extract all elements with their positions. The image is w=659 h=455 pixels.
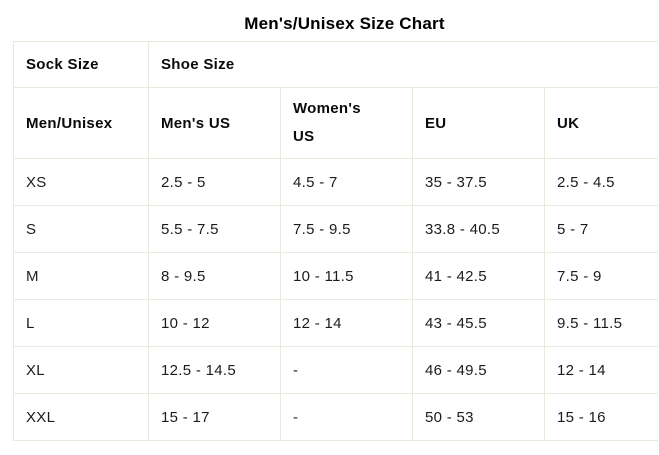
table-row-xl: XL 12.5 - 14.5 - 46 - 49.5 12 - 14 xyxy=(13,346,658,394)
cell-eu: 35 - 37.5 xyxy=(412,158,545,206)
cell-mens-us: 5.5 - 7.5 xyxy=(148,205,281,253)
cell-womens-us: 7.5 - 9.5 xyxy=(280,205,413,253)
cell-eu: 33.8 - 40.5 xyxy=(412,205,545,253)
table-row-s: S 5.5 - 7.5 7.5 - 9.5 33.8 - 40.5 5 - 7 xyxy=(13,205,658,253)
cell-womens-us: 10 - 11.5 xyxy=(280,252,413,300)
table-row-m: M 8 - 9.5 10 - 11.5 41 - 42.5 7.5 - 9 xyxy=(13,252,658,300)
cell-eu: 43 - 45.5 xyxy=(412,299,545,347)
cell-size-label: M xyxy=(13,252,149,300)
column-header-womens-us: Women's US xyxy=(280,87,413,159)
size-chart-table: Sock Size Shoe Size Men/Unisex Men's US … xyxy=(13,41,658,441)
cell-eu: 41 - 42.5 xyxy=(412,252,545,300)
cell-size-label: XXL xyxy=(13,393,149,441)
cell-mens-us: 8 - 9.5 xyxy=(148,252,281,300)
cell-mens-us: 15 - 17 xyxy=(148,393,281,441)
table-row-xxl: XXL 15 - 17 - 50 - 53 15 - 16 xyxy=(13,393,658,441)
cell-uk: 12 - 14 xyxy=(544,346,658,394)
cell-uk: 7.5 - 9 xyxy=(544,252,658,300)
cell-mens-us: 2.5 - 5 xyxy=(148,158,281,206)
cell-size-label: L xyxy=(13,299,149,347)
cell-uk: 15 - 16 xyxy=(544,393,658,441)
cell-mens-us: 10 - 12 xyxy=(148,299,281,347)
group-header-row: Sock Size Shoe Size xyxy=(13,41,658,88)
column-header-eu: EU xyxy=(412,87,545,159)
table-row-l: L 10 - 12 12 - 14 43 - 45.5 9.5 - 11.5 xyxy=(13,299,658,347)
cell-uk: 2.5 - 4.5 xyxy=(544,158,658,206)
column-header-row: Men/Unisex Men's US Women's US EU UK xyxy=(13,87,658,159)
cell-mens-us: 12.5 - 14.5 xyxy=(148,346,281,394)
cell-uk: 9.5 - 11.5 xyxy=(544,299,658,347)
cell-eu: 46 - 49.5 xyxy=(412,346,545,394)
column-header-men-unisex: Men/Unisex xyxy=(13,87,149,159)
cell-size-label: XL xyxy=(13,346,149,394)
cell-womens-us: - xyxy=(280,346,413,394)
cell-womens-us: - xyxy=(280,393,413,441)
cell-eu: 50 - 53 xyxy=(412,393,545,441)
column-header-womens-us-label: Women's US xyxy=(293,100,361,145)
column-header-uk: UK xyxy=(544,87,658,159)
cell-uk: 5 - 7 xyxy=(544,205,658,253)
cell-size-label: XS xyxy=(13,158,149,206)
cell-womens-us: 12 - 14 xyxy=(280,299,413,347)
page-title: Men's/Unisex Size Chart xyxy=(244,14,445,33)
header-sock-size: Sock Size xyxy=(13,41,149,88)
header-shoe-size: Shoe Size xyxy=(148,41,658,88)
table-row-xs: XS 2.5 - 5 4.5 - 7 35 - 37.5 2.5 - 4.5 xyxy=(13,158,658,206)
cell-womens-us: 4.5 - 7 xyxy=(280,158,413,206)
cell-size-label: S xyxy=(13,205,149,253)
column-header-mens-us: Men's US xyxy=(148,87,281,159)
